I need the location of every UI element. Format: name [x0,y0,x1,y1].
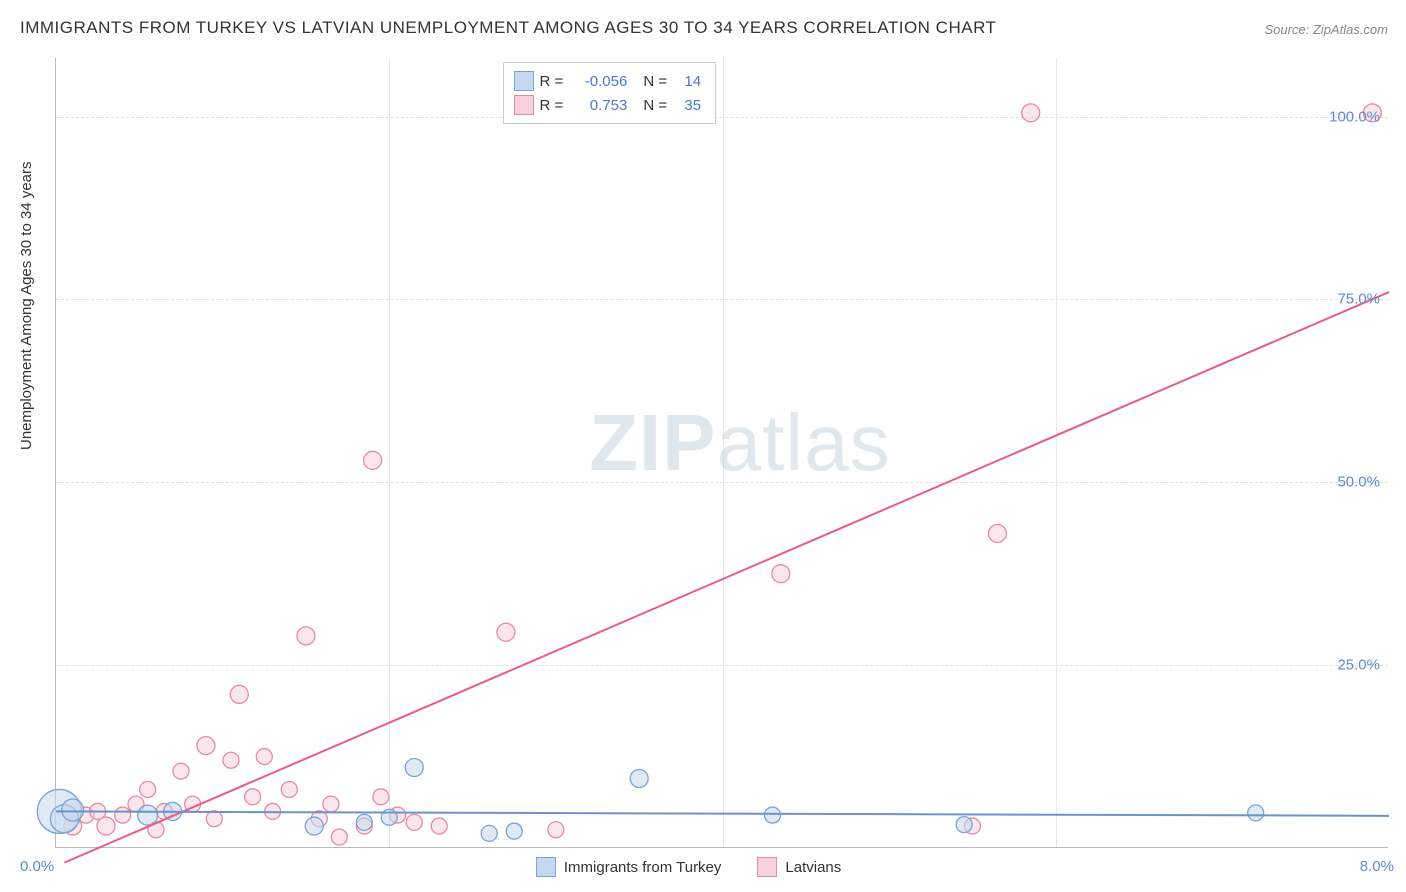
data-point [323,796,339,812]
data-point [481,825,497,841]
regression-line [56,811,1389,815]
watermark-logo: ZIPatlas [589,397,890,489]
data-point [173,763,189,779]
legend-swatch [514,71,534,91]
legend-swatch [514,95,534,115]
data-point [245,789,261,805]
source-name: ZipAtlas.com [1313,22,1388,37]
data-point [197,737,215,755]
regression-line [64,292,1389,863]
data-point [1248,805,1264,821]
data-point [331,829,347,845]
y-tick-label: 100.0% [1329,108,1380,125]
legend-row: R = 0.753 N = 35 [514,93,702,117]
data-point [548,822,564,838]
data-point [115,807,131,823]
data-point [256,749,272,765]
data-point [297,627,315,645]
data-point [138,805,158,825]
data-point [772,565,790,583]
series-legend: Immigrants from Turkey Latvians [536,857,841,877]
series-name: Immigrants from Turkey [564,859,722,876]
x-tick-label: 8.0% [1360,858,1394,875]
x-tick-label: 0.0% [20,858,54,875]
data-point [281,781,297,797]
data-point [1022,104,1040,122]
chart-title: IMMIGRANTS FROM TURKEY VS LATVIAN UNEMPL… [20,18,996,38]
source-attribution: Source: ZipAtlas.com [1264,22,1388,37]
data-point [356,814,372,830]
r-value: 0.753 [569,97,627,114]
n-label: N = [643,97,667,114]
data-point [988,524,1006,542]
plot-area: ZIPatlas R =-0.056N =14R =0.753N =35 Imm… [55,58,1388,848]
legend-item: Latvians [757,857,841,877]
r-label: R = [540,97,564,114]
n-value: 14 [673,73,701,90]
data-point [405,759,423,777]
y-tick-label: 50.0% [1337,474,1380,491]
data-point [230,685,248,703]
n-value: 35 [673,97,701,114]
r-value: -0.056 [569,73,627,90]
series-name: Latvians [785,859,841,876]
legend-row: R = -0.056 N = 14 [514,69,702,93]
data-point [373,789,389,805]
data-point [431,818,447,834]
watermark-bold: ZIP [589,398,716,487]
legend-swatch [536,857,556,877]
data-point [764,807,780,823]
correlation-legend: R = -0.056 N = 14 R = 0.753 N = 35 [503,62,717,124]
source-prefix: Source: [1264,22,1312,37]
y-tick-label: 75.0% [1337,291,1380,308]
legend-item: Immigrants from Turkey [536,857,722,877]
data-point [305,817,323,835]
data-point [97,817,115,835]
watermark-light: atlas [717,398,891,487]
data-point [956,817,972,833]
data-point [497,623,515,641]
data-point [62,799,84,821]
r-label: R = [540,73,564,90]
n-label: N = [643,73,667,90]
data-point [630,770,648,788]
y-tick-label: 25.0% [1337,657,1380,674]
data-point [506,823,522,839]
data-point [223,752,239,768]
data-point [140,781,156,797]
data-point [206,811,222,827]
data-point [364,451,382,469]
y-axis-label: Unemployment Among Ages 30 to 34 years [18,161,35,450]
data-point [406,814,422,830]
legend-swatch [757,857,777,877]
